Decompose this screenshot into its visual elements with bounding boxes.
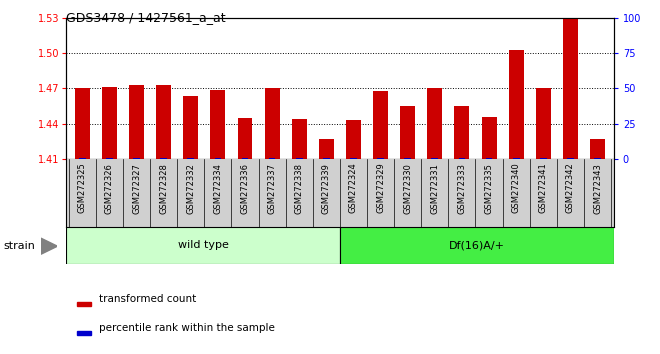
Bar — [133, 158, 140, 159]
Text: GSM272330: GSM272330 — [403, 162, 412, 213]
Bar — [79, 158, 86, 159]
Bar — [129, 85, 144, 159]
Bar — [459, 158, 465, 159]
Text: GSM272326: GSM272326 — [105, 162, 114, 213]
Text: GSM272340: GSM272340 — [512, 162, 521, 213]
Bar — [405, 158, 411, 159]
Text: percentile rank within the sample: percentile rank within the sample — [99, 323, 275, 333]
Text: GDS3478 / 1427561_a_at: GDS3478 / 1427561_a_at — [66, 11, 226, 24]
Bar — [183, 96, 198, 159]
Bar — [102, 87, 117, 159]
Bar — [400, 106, 415, 159]
Bar — [214, 158, 221, 159]
Bar — [432, 158, 438, 159]
Bar — [238, 118, 252, 159]
Bar — [296, 158, 302, 159]
Bar — [350, 158, 357, 159]
Text: GSM272338: GSM272338 — [295, 162, 304, 214]
Bar — [567, 158, 574, 159]
Bar — [590, 139, 605, 159]
Text: GSM272342: GSM272342 — [566, 162, 575, 213]
Bar — [486, 158, 492, 159]
Text: GSM272332: GSM272332 — [186, 162, 195, 213]
Bar — [513, 158, 519, 159]
Bar — [242, 158, 248, 159]
Bar — [77, 302, 90, 306]
Text: GSM272343: GSM272343 — [593, 162, 602, 213]
Bar — [509, 50, 523, 159]
Text: GSM272336: GSM272336 — [240, 162, 249, 214]
Bar — [594, 158, 601, 159]
Polygon shape — [41, 238, 57, 254]
Bar — [373, 91, 388, 159]
Bar — [378, 158, 384, 159]
Bar — [482, 117, 496, 159]
Text: Df(16)A/+: Df(16)A/+ — [449, 240, 505, 250]
Bar — [160, 158, 167, 159]
Text: GSM272334: GSM272334 — [213, 162, 222, 213]
Bar — [265, 88, 280, 159]
Text: transformed count: transformed count — [99, 295, 196, 304]
Bar — [563, 18, 578, 159]
Bar — [540, 158, 546, 159]
Bar — [319, 139, 334, 159]
Bar — [187, 158, 194, 159]
Text: GSM272337: GSM272337 — [267, 162, 277, 214]
Bar — [340, 227, 614, 264]
Text: GSM272333: GSM272333 — [457, 162, 467, 214]
Bar — [536, 88, 550, 159]
Bar — [106, 158, 113, 159]
Text: GSM272325: GSM272325 — [78, 162, 86, 213]
Text: GSM272331: GSM272331 — [430, 162, 440, 213]
Text: GSM272339: GSM272339 — [322, 162, 331, 213]
Bar — [75, 88, 90, 159]
Text: GSM272324: GSM272324 — [349, 162, 358, 213]
Bar — [66, 227, 340, 264]
Text: strain: strain — [3, 241, 35, 251]
Text: GSM272341: GSM272341 — [539, 162, 548, 213]
Bar — [77, 331, 90, 335]
Text: GSM272327: GSM272327 — [132, 162, 141, 213]
Text: GSM272335: GSM272335 — [484, 162, 494, 213]
Bar — [323, 158, 330, 159]
Bar — [455, 106, 469, 159]
Text: GSM272329: GSM272329 — [376, 162, 385, 213]
Text: wild type: wild type — [178, 240, 228, 250]
Bar — [346, 120, 361, 159]
Bar — [292, 119, 307, 159]
Bar — [428, 88, 442, 159]
Bar — [156, 85, 171, 159]
Bar — [269, 158, 275, 159]
Bar — [211, 90, 225, 159]
Text: GSM272328: GSM272328 — [159, 162, 168, 213]
